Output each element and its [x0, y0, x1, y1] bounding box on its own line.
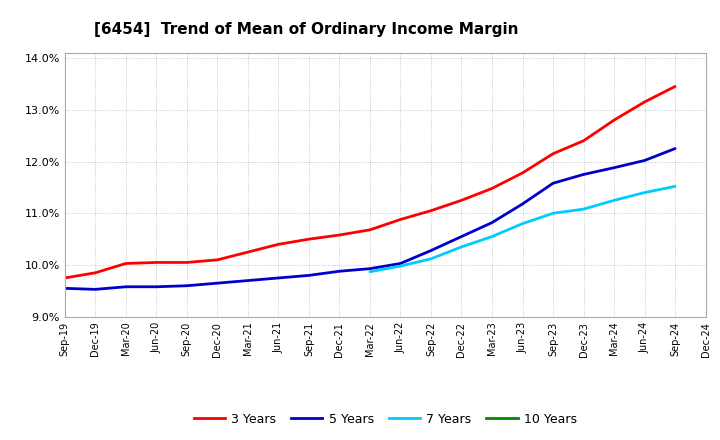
7 Years — [640, 190, 649, 195]
3 Years — [579, 138, 588, 143]
3 Years — [60, 275, 69, 281]
7 Years — [549, 211, 557, 216]
7 Years — [518, 221, 527, 226]
7 Years — [487, 234, 496, 239]
5 Years — [183, 283, 192, 288]
5 Years — [122, 284, 130, 290]
5 Years — [427, 248, 436, 253]
Legend: 3 Years, 5 Years, 7 Years, 10 Years: 3 Years, 5 Years, 7 Years, 10 Years — [189, 407, 582, 430]
5 Years — [518, 202, 527, 207]
3 Years — [487, 186, 496, 191]
3 Years — [457, 198, 466, 203]
3 Years — [213, 257, 222, 263]
3 Years — [335, 232, 343, 238]
Line: 3 Years: 3 Years — [65, 86, 675, 278]
3 Years — [91, 270, 99, 275]
3 Years — [122, 261, 130, 266]
7 Years — [610, 198, 618, 203]
7 Years — [579, 206, 588, 212]
Line: 5 Years: 5 Years — [65, 149, 675, 290]
3 Years — [396, 217, 405, 222]
3 Years — [610, 117, 618, 123]
5 Years — [335, 268, 343, 274]
5 Years — [60, 286, 69, 291]
5 Years — [487, 220, 496, 225]
3 Years — [427, 208, 436, 213]
5 Years — [396, 261, 405, 266]
3 Years — [274, 242, 283, 247]
3 Years — [183, 260, 192, 265]
3 Years — [640, 99, 649, 105]
3 Years — [305, 237, 313, 242]
5 Years — [91, 287, 99, 292]
5 Years — [305, 273, 313, 278]
5 Years — [610, 165, 618, 170]
5 Years — [243, 278, 252, 283]
Text: [6454]  Trend of Mean of Ordinary Income Margin: [6454] Trend of Mean of Ordinary Income … — [94, 22, 518, 37]
3 Years — [671, 84, 680, 89]
5 Years — [579, 172, 588, 177]
3 Years — [243, 249, 252, 255]
7 Years — [366, 269, 374, 275]
3 Years — [366, 227, 374, 232]
3 Years — [152, 260, 161, 265]
3 Years — [518, 170, 527, 176]
5 Years — [457, 234, 466, 239]
7 Years — [671, 184, 680, 189]
5 Years — [549, 180, 557, 186]
7 Years — [427, 256, 436, 261]
3 Years — [549, 151, 557, 156]
7 Years — [457, 244, 466, 249]
5 Years — [366, 266, 374, 271]
5 Years — [274, 275, 283, 281]
5 Years — [671, 146, 680, 151]
5 Years — [213, 281, 222, 286]
7 Years — [396, 264, 405, 269]
Line: 7 Years: 7 Years — [370, 187, 675, 272]
5 Years — [152, 284, 161, 290]
5 Years — [640, 158, 649, 163]
